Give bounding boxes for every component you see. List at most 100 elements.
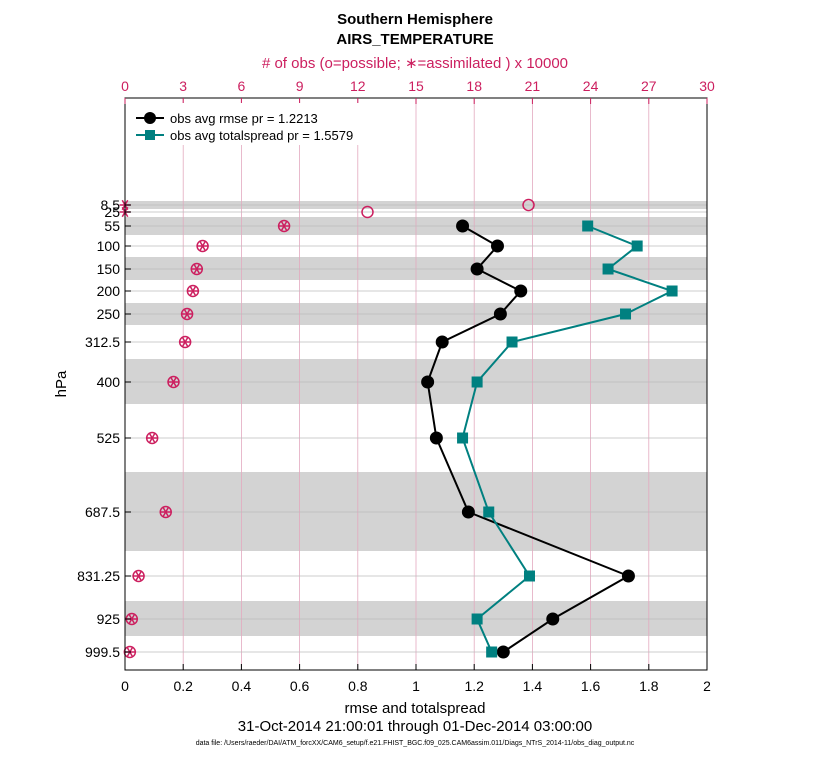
y-tick-label: 8.5: [101, 197, 121, 213]
y-tick-label: 55: [104, 218, 120, 234]
y-tick-label: 687.5: [85, 504, 120, 520]
rmse-point: [421, 375, 435, 389]
rmse-point: [456, 219, 470, 233]
top-tick-label: 9: [296, 78, 304, 94]
top-tick-label: 18: [466, 78, 482, 94]
y-tick-label: 312.5: [85, 334, 120, 350]
y-tick-label: 150: [97, 261, 121, 277]
top-axis-label: # of obs (o=possible; ∗=assimilated ) x …: [262, 55, 568, 72]
obs-assimilated-marker: [187, 285, 199, 297]
obs-assimilated-marker: [168, 376, 179, 388]
series-lines: [421, 219, 678, 659]
x-tick-label: 1.8: [639, 678, 659, 694]
y-tick-label: 200: [97, 283, 121, 299]
x-axis-label: rmse and totalspread: [345, 700, 486, 717]
totalspread-point: [486, 646, 498, 658]
y-tick-label: 831.25: [77, 568, 120, 584]
y-axis-label: hPa: [53, 370, 70, 397]
top-tick-label: 3: [179, 78, 187, 94]
totalspread-line: [461, 225, 675, 653]
x-tick-label: 2: [703, 678, 711, 694]
x-tick-label: 0.6: [290, 678, 310, 694]
top-tick-label: 30: [699, 78, 715, 94]
chart-title: Southern Hemisphere: [337, 11, 493, 28]
y-tick-label: 25: [104, 204, 120, 220]
top-tick-label: 27: [641, 78, 657, 94]
rmse-point: [429, 431, 443, 445]
rmse-point: [435, 335, 449, 349]
rmse-point: [490, 239, 504, 253]
x-tick-label: 1: [412, 678, 420, 694]
legend: obs avg rmse pr = 1.2213 obs avg totalsp…: [131, 103, 379, 145]
x-tick-label: 0.8: [348, 678, 368, 694]
obs-assimilated-marker: [197, 240, 209, 252]
asterisk-stroke: [189, 285, 197, 297]
totalspread-point: [666, 285, 678, 297]
totalspread-point: [582, 220, 594, 232]
obs-assimilated-marker: [179, 336, 191, 348]
legend-spread-marker: [145, 130, 155, 140]
obs-assimilated-marker: [191, 263, 203, 275]
totalspread-point: [483, 506, 495, 518]
obs-possible-marker: [522, 198, 535, 212]
legend-rmse-label: obs avg rmse pr = 1.2213: [170, 111, 318, 126]
bottom-axis-ticks: 0 0.2 0.4 0.6 0.8 1 1.2 1.4 1.6 1.8 2: [121, 664, 711, 694]
legend-box: [131, 103, 379, 145]
rmse-point: [621, 569, 635, 583]
x-tick-label: 0.2: [173, 678, 193, 694]
obs-assimilated-marker: [133, 570, 145, 582]
chart-subtitle: AIRS_TEMPERATURE: [336, 31, 493, 48]
totalspread-point: [471, 376, 483, 388]
rmse-point: [470, 262, 484, 276]
y-tick-label: 250: [97, 306, 121, 322]
asterisk-stroke: [135, 570, 142, 582]
top-tick-label: 21: [525, 78, 541, 94]
horizontal-gridlines: [125, 204, 707, 653]
top-tick-label: 24: [583, 78, 599, 94]
obs-count-markers: [119, 198, 535, 659]
x-tick-label: 0: [121, 678, 129, 694]
y-tick-label: 999.5: [85, 644, 120, 660]
top-tick-label: 0: [121, 78, 129, 94]
x-tick-label: 1.6: [581, 678, 601, 694]
totalspread-point: [506, 336, 518, 348]
asterisk-stroke: [199, 240, 206, 252]
obs-assimilated-marker: [278, 220, 290, 232]
data-file-note: data file: /Users/raeder/DAI/ATM_forcXX/…: [196, 740, 635, 747]
top-tick-label: 12: [350, 78, 366, 94]
y-tick-label: 100: [97, 238, 121, 254]
x-tick-label: 1.4: [523, 678, 543, 694]
asterisk-stroke: [183, 308, 191, 320]
legend-rmse-marker: [144, 112, 156, 124]
rmse-point: [461, 505, 475, 519]
asterisk-stroke: [162, 506, 170, 518]
legend-spread-label: obs avg totalspread pr = 1.5579: [170, 128, 353, 143]
y-tick-label: 925: [97, 611, 121, 627]
rmse-point: [514, 284, 528, 298]
obs-assimilated-marker: [146, 432, 158, 444]
rmse-point: [496, 645, 510, 659]
rmse-point: [493, 307, 507, 321]
vertical-gridlines: [182, 98, 650, 670]
obs-assimilated-marker: [181, 308, 193, 320]
date-range: 31-Oct-2014 21:00:01 through 01-Dec-2014…: [238, 718, 592, 735]
top-tick-label: 6: [238, 78, 246, 94]
asterisk-stroke: [128, 613, 136, 625]
totalspread-point: [523, 570, 535, 582]
totalspread-point: [620, 308, 632, 320]
asterisk-stroke: [280, 220, 288, 232]
x-tick-label: 0.4: [232, 678, 252, 694]
totalspread-point: [471, 613, 483, 625]
obs-possible-marker: [361, 205, 374, 219]
rmse-point: [546, 612, 560, 626]
asterisk-stroke: [193, 263, 201, 275]
totalspread-point: [457, 432, 469, 444]
obs-assimilated-marker: [160, 506, 172, 518]
top-tick-label: 15: [408, 78, 424, 94]
asterisk-stroke: [148, 432, 156, 444]
y-tick-label: 400: [97, 374, 121, 390]
asterisk-stroke: [170, 376, 177, 388]
y-tick-label: 525: [97, 430, 121, 446]
